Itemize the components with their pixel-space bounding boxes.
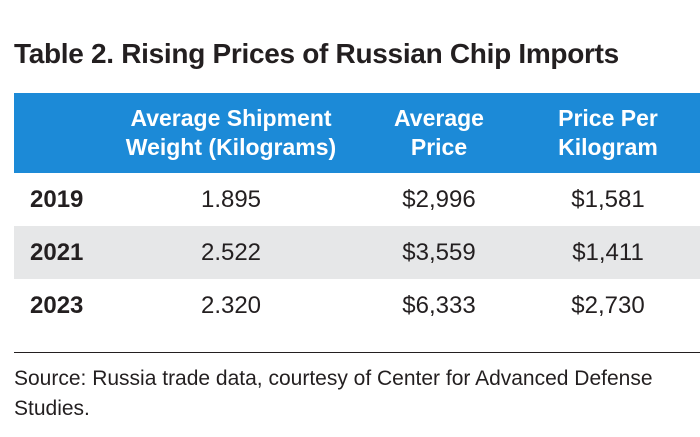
table-row: 2023 2.320 $6,333 $2,730 [14,279,700,332]
cell-average-price: $6,333 [402,291,476,319]
data-table: Average Shipment Weight (Kilograms) Aver… [14,93,700,332]
header-shipment-weight-line1: Average Shipment [130,105,332,131]
cell-price-per-kilogram: $1,411 [572,238,644,266]
table-title: Table 2. Rising Prices of Russian Chip I… [14,38,619,69]
source-note: Source: Russia trade data, courtesy of C… [14,367,653,420]
source-divider [14,352,700,353]
header-price-per-kilogram-line2: Kilogram [558,134,658,160]
cell-average-price: $3,559 [402,238,476,266]
header-shipment-weight: Average Shipment Weight (Kilograms) [100,93,362,173]
cell-weight: 2.320 [200,291,262,319]
cell-price-per-kilogram: $2,730 [571,291,645,319]
header-price-per-kilogram: Price Per Kilogram [516,93,700,173]
header-shipment-weight-line2: Weight (Kilograms) [125,134,337,160]
cell-year: 2021 [30,238,84,266]
cell-weight: 1.895 [200,185,262,213]
header-price-per-kilogram-line1: Price Per [558,105,658,131]
table-row: 2021 2.522 $3,559 $1,411 [14,226,700,279]
header-average-price-line2: Price [410,134,468,160]
cell-price-per-kilogram: $1,581 [571,185,645,213]
header-year [14,93,100,173]
header-average-price-line1: Average [394,105,484,131]
table-header: Average Shipment Weight (Kilograms) Aver… [14,93,700,173]
header-average-price: Average Price [362,93,516,173]
cell-year: 2019 [30,185,84,213]
table-row: 2019 1.895 $2,996 $1,581 [14,173,700,226]
header-row: Average Shipment Weight (Kilograms) Aver… [14,93,700,173]
table-body: 2019 1.895 $2,996 $1,581 2021 2.522 $3,5… [14,173,700,332]
cell-weight: 2.522 [200,238,262,266]
cell-year: 2023 [30,291,84,319]
cell-average-price: $2,996 [402,185,476,213]
